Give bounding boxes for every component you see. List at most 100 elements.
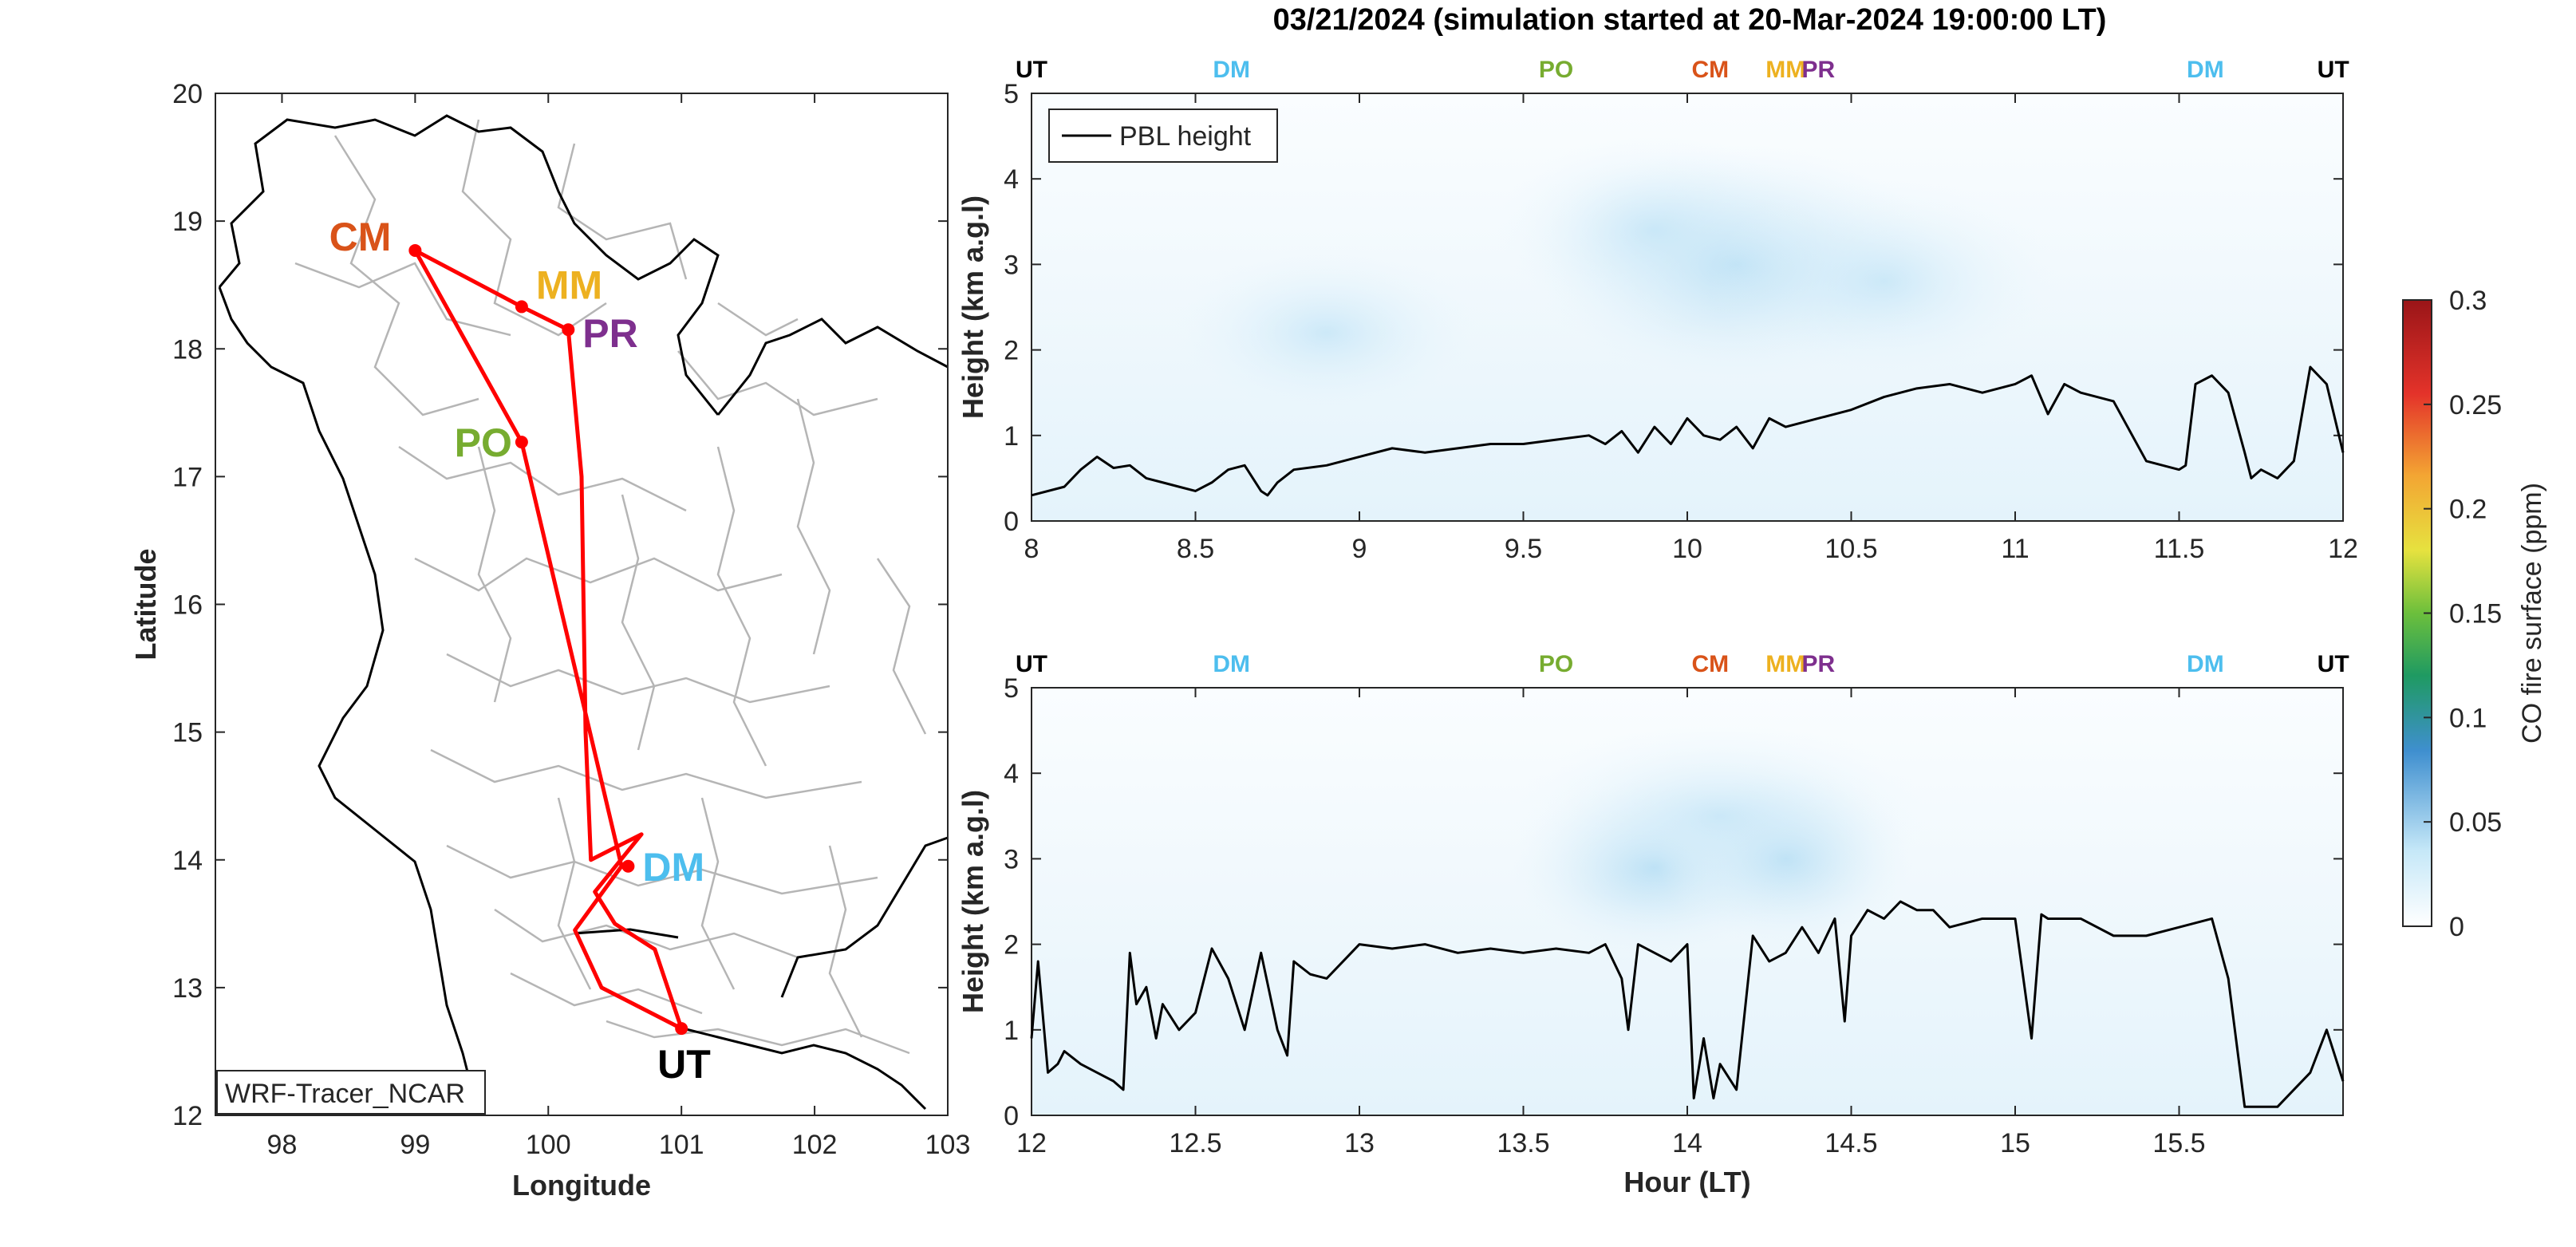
site-marker-label-dm: DM: [1213, 651, 1250, 677]
country-border: [716, 318, 949, 416]
x-tick-label: 9: [1352, 534, 1367, 564]
x-tick-label: 13.5: [1497, 1128, 1549, 1158]
colorbar-tick-label: 0.05: [2449, 807, 2502, 838]
site-label-mm: MM: [536, 262, 602, 307]
country-border: [218, 286, 480, 1116]
x-tick-label: 15.5: [2152, 1128, 2205, 1158]
province-border: [557, 797, 592, 990]
province-border: [716, 446, 767, 767]
province-border: [796, 398, 831, 655]
y-tick-label: 1: [1004, 1016, 1019, 1046]
x-tick-label: 10: [1672, 534, 1702, 564]
map-legend-box: [216, 1070, 486, 1115]
x-tick-label: 12: [2328, 534, 2358, 564]
site-marker-label-pr: PR: [1802, 651, 1836, 677]
legend-entry-pbl-height: PBL height: [1119, 121, 1252, 152]
province-border: [677, 350, 878, 416]
site-marker-po: [515, 436, 528, 449]
site-label-po: PO: [455, 420, 512, 465]
province-border: [621, 494, 656, 751]
site-marker-label-ut: UT: [1016, 651, 1047, 677]
province-border: [398, 445, 687, 512]
colorbar-tick-label: 0.25: [2449, 390, 2502, 420]
country-border: [574, 928, 679, 939]
x-tick-label: 11: [2001, 534, 2029, 564]
province-border: [446, 653, 830, 704]
map-y-tick-label: 17: [172, 462, 203, 492]
co-plume: [1166, 245, 1486, 421]
colorbar-tick-label: 0.15: [2449, 599, 2502, 629]
map-y-axis-label: Latitude: [129, 549, 162, 661]
province-border: [333, 135, 479, 416]
site-marker-label-dm: DM: [2187, 651, 2224, 677]
province-border: [606, 1020, 910, 1055]
site-label-dm: DM: [642, 845, 704, 890]
map-y-tick-label: 15: [172, 718, 203, 748]
site-marker-label-dm: DM: [2187, 57, 2224, 83]
figure-title: 03/21/2024 (simulation started at 20-Mar…: [1273, 3, 2107, 37]
y-axis-label: Height (km a.g.l): [957, 790, 989, 1013]
site-label-pr: PR: [582, 311, 637, 356]
co-plume: [1513, 720, 1928, 912]
country-border: [218, 114, 720, 416]
site-marker-label-po: PO: [1539, 651, 1573, 677]
x-tick-label: 11.5: [2154, 534, 2205, 564]
site-marker-pr: [562, 323, 575, 337]
x-tick-label: 14.5: [1825, 1128, 1877, 1158]
province-border: [294, 262, 511, 337]
site-marker-label-mm: MM: [1765, 651, 1805, 677]
site-marker-cm: [408, 243, 422, 257]
province-border: [717, 302, 799, 337]
map-y-tick-label: 18: [172, 334, 203, 365]
x-axis-label: Hour (LT): [1623, 1166, 1750, 1198]
map-y-tick-label: 19: [172, 207, 203, 237]
y-tick-label: 4: [1004, 759, 1019, 789]
x-tick-label: 12.5: [1169, 1128, 1221, 1158]
x-tick-label: 13: [1344, 1128, 1375, 1158]
site-marker-label-cm: CM: [1691, 57, 1729, 83]
colorbar-tick-label: 0.3: [2449, 286, 2487, 316]
y-axis-label: Height (km a.g.l): [957, 195, 989, 419]
map-legend-text: WRF-Tracer_NCAR: [225, 1079, 465, 1109]
site-label-ut: UT: [657, 1042, 711, 1087]
province-border: [430, 748, 862, 799]
map-panel: 98 99 100 101 102 103 12 13 14 15 16 17 18 19 20 Longit…: [129, 79, 970, 1202]
province-border: [510, 972, 703, 1015]
site-marker-dm: [621, 859, 635, 873]
x-tick-label: 8: [1024, 534, 1039, 564]
map-y-tick-label: 20: [172, 79, 203, 109]
y-tick-label: 2: [1004, 930, 1019, 961]
map-x-tick-label: 103: [925, 1130, 971, 1160]
x-tick-label: 9.5: [1505, 534, 1542, 564]
y-tick-label: 0: [1004, 1101, 1019, 1131]
pbl-height-line: [1031, 365, 2345, 497]
map-y-tick-label: 16: [172, 590, 203, 621]
x-tick-label: 12: [1016, 1128, 1047, 1158]
site-marker-label-dm: DM: [1213, 57, 1250, 83]
province-border: [876, 558, 927, 735]
pbl-height-line: [1030, 900, 2345, 1108]
x-tick-label: 15: [2000, 1128, 2030, 1158]
colorbar-label: CO fire surface (ppm): [2517, 483, 2547, 744]
site-marker-label-mm: MM: [1765, 57, 1805, 83]
map-x-axis-label: Longitude: [512, 1169, 651, 1202]
map-x-tick-label: 101: [659, 1130, 704, 1160]
y-tick-label: 0: [1004, 507, 1019, 537]
site-marker-label-pr: PR: [1802, 57, 1836, 83]
province-border: [477, 446, 512, 703]
colorbar-tick-label: 0: [2449, 912, 2464, 942]
colorbar-tick-label: 0.2: [2449, 495, 2487, 525]
y-tick-label: 1: [1004, 421, 1019, 452]
y-tick-label: 3: [1004, 250, 1019, 280]
flight-route-line: [412, 248, 684, 1031]
y-tick-label: 2: [1004, 336, 1019, 366]
colorbar-tick-label: 0.1: [2449, 703, 2487, 733]
site-marker-label-ut: UT: [1016, 57, 1047, 83]
map-x-tick-label: 100: [526, 1130, 571, 1160]
province-border: [414, 557, 783, 592]
y-tick-label: 5: [1004, 673, 1019, 704]
